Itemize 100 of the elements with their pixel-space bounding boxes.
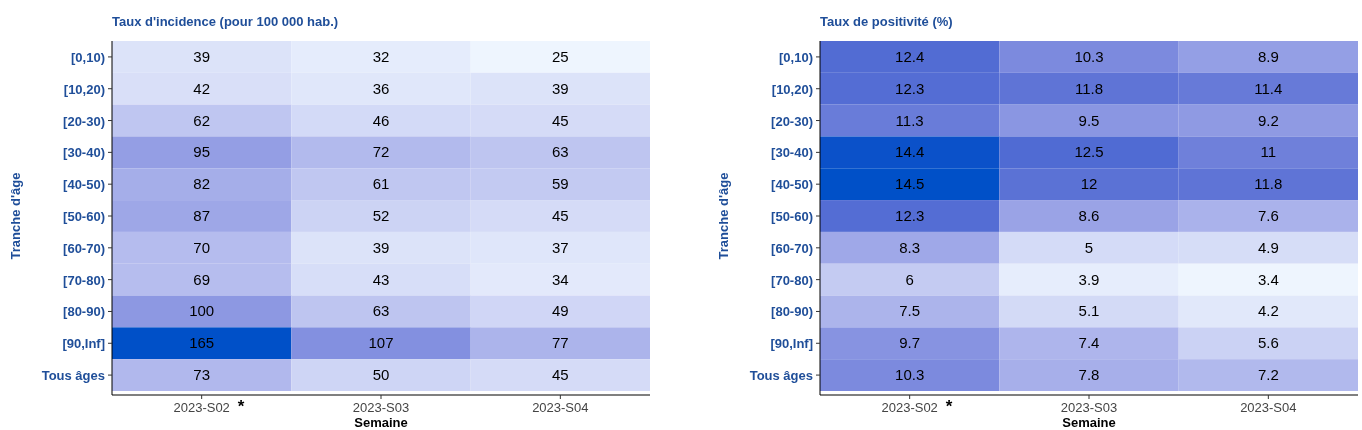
y-tick-label: [40-50) bbox=[63, 177, 105, 193]
data-label: 7.2 bbox=[1257, 366, 1279, 384]
text: * bbox=[945, 397, 953, 416]
data-label: 39 bbox=[193, 47, 211, 65]
data-label: 73 bbox=[193, 366, 211, 384]
data-label: 69 bbox=[193, 270, 211, 288]
data-label: 107 bbox=[368, 334, 394, 352]
data-label: 45 bbox=[551, 111, 569, 129]
data-label: 42 bbox=[193, 79, 211, 97]
y-tick-label: [20-30) bbox=[771, 113, 813, 129]
y-tick-label: [0,10) bbox=[71, 49, 105, 65]
data-label: 11.3 bbox=[895, 111, 924, 129]
y-tick-label: Tous âges bbox=[41, 368, 105, 384]
data-label: 72 bbox=[372, 143, 390, 161]
data-label: 12.3 bbox=[895, 207, 925, 224]
data-label: 14.5 bbox=[895, 175, 925, 193]
data-label: 14.4 bbox=[895, 143, 925, 161]
data-label: 5.1 bbox=[1078, 302, 1100, 320]
y-tick-label: [60-70) bbox=[771, 240, 813, 256]
y-tick-label: [80-90) bbox=[63, 304, 105, 320]
y-tick-label: [70-80) bbox=[63, 272, 105, 288]
data-label: 10.3 bbox=[1074, 47, 1104, 65]
y-tick-label: [90,Inf] bbox=[62, 336, 105, 352]
data-label: 11.8 bbox=[1074, 79, 1104, 97]
y-tick-label: [20-30) bbox=[63, 113, 105, 129]
data-label: 12.3 bbox=[895, 79, 925, 97]
data-label: 4.2 bbox=[1257, 302, 1279, 320]
x-tick-label: 2023-S02 bbox=[173, 400, 230, 415]
data-label: 36 bbox=[372, 79, 390, 97]
x-tick-label: 2023-S04 bbox=[532, 400, 589, 415]
data-label: 11.8 bbox=[1254, 175, 1283, 193]
data-label: 9.7 bbox=[899, 334, 921, 352]
x-axis-title: Semaine bbox=[354, 415, 408, 430]
data-label: 7.6 bbox=[1257, 207, 1279, 224]
data-label: 8.6 bbox=[1078, 207, 1100, 224]
y-tick-label: [50-60) bbox=[63, 209, 105, 224]
data-label: 9.5 bbox=[1078, 111, 1100, 129]
data-label: 4.9 bbox=[1257, 238, 1279, 256]
y-axis-title: Tranche d'âge bbox=[8, 172, 23, 260]
data-label: 12.5 bbox=[1074, 143, 1104, 161]
data-label: 37 bbox=[551, 238, 569, 256]
y-tick-label: [40-50) bbox=[771, 177, 813, 193]
data-label: 11 bbox=[1260, 143, 1277, 161]
y-tick-label: [80-90) bbox=[771, 304, 813, 320]
y-tick-label: [10,20) bbox=[63, 81, 105, 97]
data-label: 5 bbox=[1084, 238, 1094, 256]
data-label: 62 bbox=[193, 111, 211, 129]
data-label: 43 bbox=[372, 270, 390, 288]
data-label: 3.4 bbox=[1257, 270, 1279, 288]
data-label: 7.8 bbox=[1078, 366, 1100, 384]
data-label: 7.5 bbox=[899, 302, 921, 320]
data-label: 39 bbox=[372, 238, 390, 256]
y-tick-label: [30-40) bbox=[771, 145, 813, 161]
x-tick-label: 2023-S02 bbox=[881, 400, 938, 415]
data-label: 82 bbox=[193, 175, 211, 193]
x-tick-label: 2023-S04 bbox=[1240, 400, 1297, 415]
data-label: 70 bbox=[193, 238, 211, 256]
data-label: 9.2 bbox=[1257, 111, 1279, 129]
data-label: 77 bbox=[551, 334, 569, 352]
data-label: 63 bbox=[372, 302, 390, 320]
y-tick-label: [10,20) bbox=[771, 81, 813, 97]
data-label: 100 bbox=[189, 302, 215, 320]
y-tick-label: [50-60) bbox=[771, 209, 813, 224]
y-tick-label: [0,10) bbox=[779, 49, 813, 65]
data-label: 12 bbox=[1080, 175, 1098, 193]
data-label: 87 bbox=[193, 207, 211, 224]
data-label: 50 bbox=[372, 366, 390, 384]
data-label: 8.3 bbox=[899, 238, 921, 256]
y-tick-label: [60-70) bbox=[63, 240, 105, 256]
x-axis-title: Semaine bbox=[1062, 415, 1116, 430]
data-label: 10.3 bbox=[895, 366, 925, 384]
data-label: 45 bbox=[551, 366, 569, 384]
data-label: 11.4 bbox=[1254, 79, 1283, 97]
data-label: 5.6 bbox=[1257, 334, 1279, 352]
y-tick-label: [70-80) bbox=[771, 272, 813, 288]
data-label: 59 bbox=[551, 175, 569, 193]
data-label: 52 bbox=[372, 207, 390, 224]
data-label: 46 bbox=[372, 111, 390, 129]
data-label: 8.9 bbox=[1257, 47, 1279, 65]
x-tick-label: 2023-S03 bbox=[352, 400, 410, 415]
x-tick-label: 2023-S03 bbox=[1060, 400, 1118, 415]
data-label: 61 bbox=[372, 175, 390, 193]
text: * bbox=[237, 397, 245, 416]
data-label: 32 bbox=[372, 47, 390, 65]
y-axis-title: Tranche d'âge bbox=[716, 172, 731, 260]
data-label: 25 bbox=[551, 47, 569, 65]
y-tick-label: [90,Inf] bbox=[770, 336, 813, 352]
data-label: 7.4 bbox=[1078, 334, 1100, 352]
data-label: 3.9 bbox=[1078, 270, 1100, 288]
y-tick-label: [30-40) bbox=[63, 145, 105, 161]
data-label: 12.4 bbox=[895, 47, 925, 65]
data-label: 6 bbox=[905, 270, 914, 288]
data-label: 95 bbox=[193, 143, 211, 161]
chart-title: Taux de positivité (%) bbox=[820, 14, 953, 29]
data-label: 165 bbox=[189, 334, 215, 352]
data-label: 63 bbox=[551, 143, 569, 161]
data-label: 45 bbox=[551, 207, 569, 224]
data-label: 34 bbox=[551, 270, 569, 288]
chart-title: Taux d'incidence (pour 100 000 hab.) bbox=[112, 14, 339, 29]
data-label: 49 bbox=[551, 302, 569, 320]
